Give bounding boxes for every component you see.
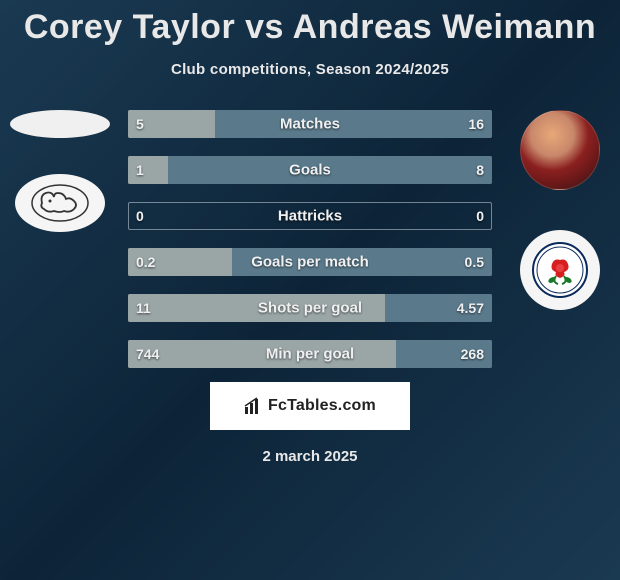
stat-value-right: 16 bbox=[468, 116, 484, 132]
stat-value-right: 8 bbox=[476, 162, 484, 178]
player2-avatar bbox=[520, 110, 600, 190]
stat-value-right: 0.5 bbox=[465, 254, 484, 270]
chart-icon bbox=[244, 397, 262, 415]
stat-row: 1 8 Goals bbox=[128, 156, 492, 184]
stat-row: 744 268 Min per goal bbox=[128, 340, 492, 368]
stat-bar-left bbox=[128, 340, 396, 368]
comparison-area: 5 16 Matches 1 8 Goals 0 0 Hattricks 0.2 0.5 Goals … bbox=[0, 110, 620, 368]
stat-value-left: 11 bbox=[136, 300, 151, 316]
right-player-column bbox=[510, 110, 610, 310]
stat-row: 0.2 0.5 Goals per match bbox=[128, 248, 492, 276]
stat-value-left: 744 bbox=[136, 346, 159, 362]
stat-bar-left bbox=[128, 156, 168, 184]
player2-club-logo bbox=[520, 230, 600, 310]
stat-row: 5 16 Matches bbox=[128, 110, 492, 138]
rose-icon bbox=[532, 242, 588, 298]
stat-value-right: 0 bbox=[476, 208, 484, 224]
player1-avatar bbox=[10, 110, 110, 138]
stat-row: 0 0 Hattricks bbox=[128, 202, 492, 230]
stat-label: Goals bbox=[289, 162, 331, 179]
ram-icon bbox=[30, 183, 90, 223]
branding-badge: FcTables.com bbox=[210, 382, 410, 430]
player1-club-logo bbox=[15, 174, 105, 232]
subtitle: Club competitions, Season 2024/2025 bbox=[171, 61, 449, 78]
stat-label: Min per goal bbox=[266, 346, 354, 363]
date-label: 2 march 2025 bbox=[262, 448, 357, 465]
stat-label: Matches bbox=[280, 116, 340, 133]
stat-label: Goals per match bbox=[251, 254, 369, 271]
left-player-column bbox=[10, 110, 110, 232]
stat-value-left: 5 bbox=[136, 116, 144, 132]
stat-value-right: 4.57 bbox=[457, 300, 484, 316]
stat-value-right: 268 bbox=[461, 346, 484, 362]
stat-value-left: 0.2 bbox=[136, 254, 155, 270]
stat-bar-right bbox=[215, 110, 492, 138]
page-title: Corey Taylor vs Andreas Weimann bbox=[24, 8, 596, 47]
stat-label: Shots per goal bbox=[258, 300, 362, 317]
branding-text: FcTables.com bbox=[268, 397, 376, 415]
stats-column: 5 16 Matches 1 8 Goals 0 0 Hattricks 0.2 0.5 Goals … bbox=[110, 110, 510, 368]
stat-label: Hattricks bbox=[278, 208, 342, 225]
stat-value-left: 1 bbox=[136, 162, 144, 178]
stat-value-left: 0 bbox=[136, 208, 144, 224]
stat-row: 11 4.57 Shots per goal bbox=[128, 294, 492, 322]
